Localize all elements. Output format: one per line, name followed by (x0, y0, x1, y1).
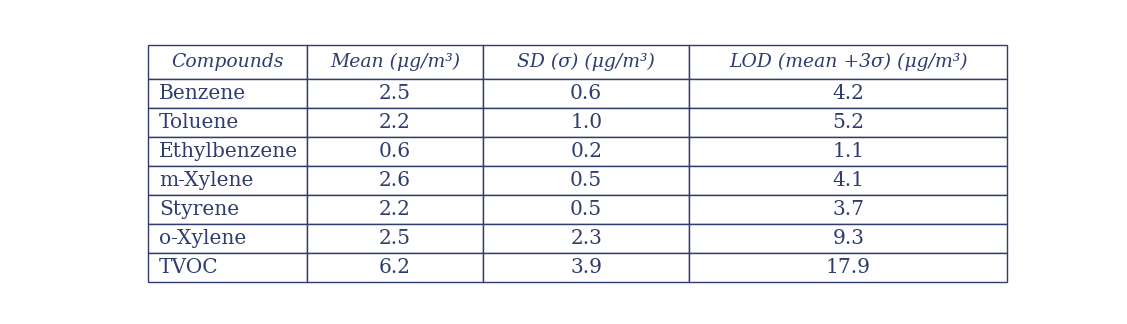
Text: SD (σ) (μg/m³): SD (σ) (μg/m³) (517, 53, 655, 71)
Text: 2.5: 2.5 (379, 84, 411, 103)
Text: 1.0: 1.0 (570, 113, 602, 132)
Bar (690, 195, 1008, 224)
Text: 2.3: 2.3 (570, 229, 602, 248)
Bar (307, 45, 483, 78)
Bar (307, 137, 483, 166)
Bar (483, 137, 690, 166)
Bar (483, 253, 690, 282)
Text: 2.2: 2.2 (379, 200, 411, 219)
Text: Mean (μg/m³): Mean (μg/m³) (330, 53, 460, 71)
Bar (148, 137, 307, 166)
Bar (690, 137, 1008, 166)
Text: Styrene: Styrene (159, 200, 239, 219)
Bar (307, 78, 483, 108)
Bar (483, 224, 690, 253)
Text: 3.9: 3.9 (570, 258, 602, 277)
Bar (307, 253, 483, 282)
Bar (690, 45, 1008, 78)
Text: 0.6: 0.6 (379, 142, 411, 161)
Text: 0.2: 0.2 (570, 142, 602, 161)
Text: 1.1: 1.1 (832, 142, 864, 161)
Text: m-Xylene: m-Xylene (159, 171, 254, 190)
Bar (307, 195, 483, 224)
Bar (148, 224, 307, 253)
Bar (690, 166, 1008, 195)
Text: 9.3: 9.3 (833, 229, 864, 248)
Bar (483, 166, 690, 195)
Bar (148, 78, 307, 108)
Text: Toluene: Toluene (159, 113, 239, 132)
Bar (148, 108, 307, 137)
Text: Benzene: Benzene (159, 84, 247, 103)
Bar (483, 195, 690, 224)
Text: 0.5: 0.5 (570, 200, 602, 219)
Bar (307, 108, 483, 137)
Text: Compounds: Compounds (171, 53, 284, 71)
Bar (690, 108, 1008, 137)
Text: o-Xylene: o-Xylene (159, 229, 247, 248)
Bar (148, 195, 307, 224)
Bar (690, 224, 1008, 253)
Bar (483, 78, 690, 108)
Text: 2.2: 2.2 (379, 113, 411, 132)
Text: 3.7: 3.7 (833, 200, 864, 219)
Bar (307, 166, 483, 195)
Text: 2.5: 2.5 (379, 229, 411, 248)
Text: LOD (mean +3σ) (μg/m³): LOD (mean +3σ) (μg/m³) (729, 53, 968, 71)
Bar (307, 224, 483, 253)
Text: Ethylbenzene: Ethylbenzene (159, 142, 299, 161)
Bar (483, 108, 690, 137)
Text: 0.5: 0.5 (570, 171, 602, 190)
Bar (690, 253, 1008, 282)
Text: TVOC: TVOC (159, 258, 219, 277)
Text: 5.2: 5.2 (833, 113, 864, 132)
Text: 6.2: 6.2 (379, 258, 411, 277)
Text: 17.9: 17.9 (826, 258, 871, 277)
Text: 4.1: 4.1 (833, 171, 864, 190)
Bar (148, 253, 307, 282)
Bar (483, 45, 690, 78)
Bar (148, 45, 307, 78)
Text: 0.6: 0.6 (570, 84, 602, 103)
Text: 2.6: 2.6 (379, 171, 411, 190)
Bar (148, 166, 307, 195)
Text: 4.2: 4.2 (833, 84, 864, 103)
Bar (690, 78, 1008, 108)
